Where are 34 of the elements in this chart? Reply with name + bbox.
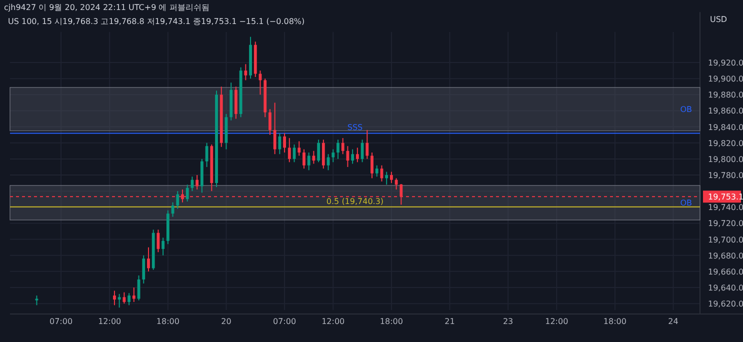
ref-line-label: SSS	[347, 123, 363, 132]
band-label: OB	[680, 105, 692, 114]
x-tick-label: 07:00	[273, 317, 296, 326]
y-tick-label: 19,900.0	[708, 74, 743, 84]
x-tick-label: 12:00	[322, 317, 345, 326]
y-tick-label: 19,640.0	[708, 284, 743, 293]
x-tick-label: 18:00	[603, 317, 626, 326]
chart-title: cjh9427 이 9월 20, 2024 22:11 UTC+9 에 퍼블리쉬됨	[4, 3, 210, 12]
ref-line-label: 0.5 (19,740.3)	[326, 196, 384, 206]
band-label: OB	[680, 198, 692, 208]
x-tick-label: 18:00	[156, 317, 180, 326]
x-tick-label: 23	[502, 317, 514, 326]
y-tick-label: 19,780.0	[708, 171, 743, 180]
y-tick-label: 19,740.0	[708, 203, 743, 212]
y-tick-label: 19,660.0	[708, 267, 743, 276]
y-tick-label: 19,700.0	[708, 235, 743, 244]
y-axis-title: USD	[710, 15, 728, 24]
y-tick-label: 19,840.0	[708, 122, 743, 132]
x-tick-label: 24	[668, 317, 678, 326]
y-tick-label: 19,680.0	[708, 251, 743, 260]
y-tick-label: 19,720.0	[708, 219, 743, 228]
x-tick-label: 12:00	[545, 317, 568, 326]
x-tick-label: 12:00	[98, 317, 122, 326]
x-tick-label: 21	[444, 317, 455, 326]
y-tick-label: 19,880.0	[708, 90, 743, 100]
x-tick-label: 18:00	[380, 317, 403, 326]
y-tick-label: 19,820.0	[708, 138, 743, 148]
y-tick-label: 19,920.0	[708, 58, 743, 68]
y-tick-label: 19,620.0	[708, 300, 743, 309]
y-tick-label: 19,800.0	[708, 154, 743, 164]
chart-subtitle: US 100, 15 시19,768.3 고19,768.8 저19,743.1 종19,753.1 −15.1 (−0.08%)	[8, 17, 305, 26]
x-tick-label: 20	[221, 317, 232, 326]
y-tick-label: 19,860.0	[708, 106, 743, 116]
x-tick-label: 07:00	[49, 317, 73, 326]
